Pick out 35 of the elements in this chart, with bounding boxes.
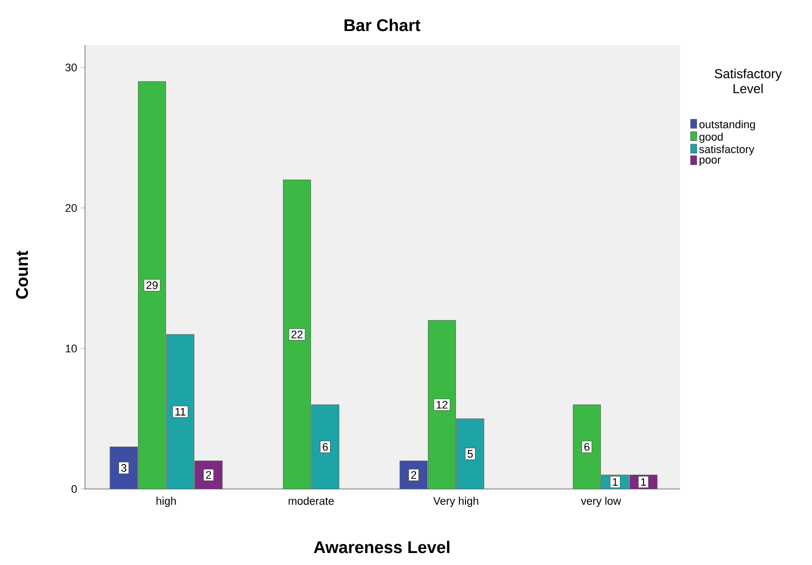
y-tick-label: 30 [65, 64, 77, 72]
x-tick-label: high [156, 496, 176, 507]
bar [166, 334, 194, 489]
y-tick-label: 0 [72, 485, 77, 493]
y-tick-label: 20 [66, 204, 77, 212]
data-label: 22 [291, 330, 303, 338]
x-axis-title: Awareness Level [314, 540, 450, 554]
legend-title: Satisfactory Level [714, 68, 782, 94]
data-label: 29 [146, 281, 158, 290]
data-label: 12 [436, 400, 448, 409]
data-label: 1 [612, 478, 618, 486]
bar [456, 418, 484, 489]
data-label: 5 [468, 450, 473, 458]
data-label: 6 [584, 442, 590, 451]
bar [138, 81, 166, 489]
data-label: 2 [411, 471, 416, 479]
data-label: 11 [175, 408, 186, 416]
data-label: 3 [121, 464, 126, 472]
legend-label: outstanding [699, 120, 755, 130]
bar [311, 404, 340, 489]
bar [572, 404, 601, 489]
bar [283, 180, 311, 489]
legend-label: satisfactory [699, 145, 754, 156]
data-label: 6 [322, 442, 328, 451]
x-tick-label: very low [580, 496, 622, 507]
y-tick-label: 10 [66, 344, 77, 352]
x-tick-label: moderate [288, 496, 334, 505]
bar [428, 320, 456, 489]
chart-title: Bar Chart [344, 18, 420, 32]
data-label: 1 [641, 478, 646, 486]
legend-label: good [699, 132, 723, 143]
x-tick-label: Very high [433, 496, 478, 507]
y-axis-title: Count [16, 250, 28, 299]
legend-label: poor [700, 158, 721, 166]
data-label: 2 [206, 471, 212, 479]
